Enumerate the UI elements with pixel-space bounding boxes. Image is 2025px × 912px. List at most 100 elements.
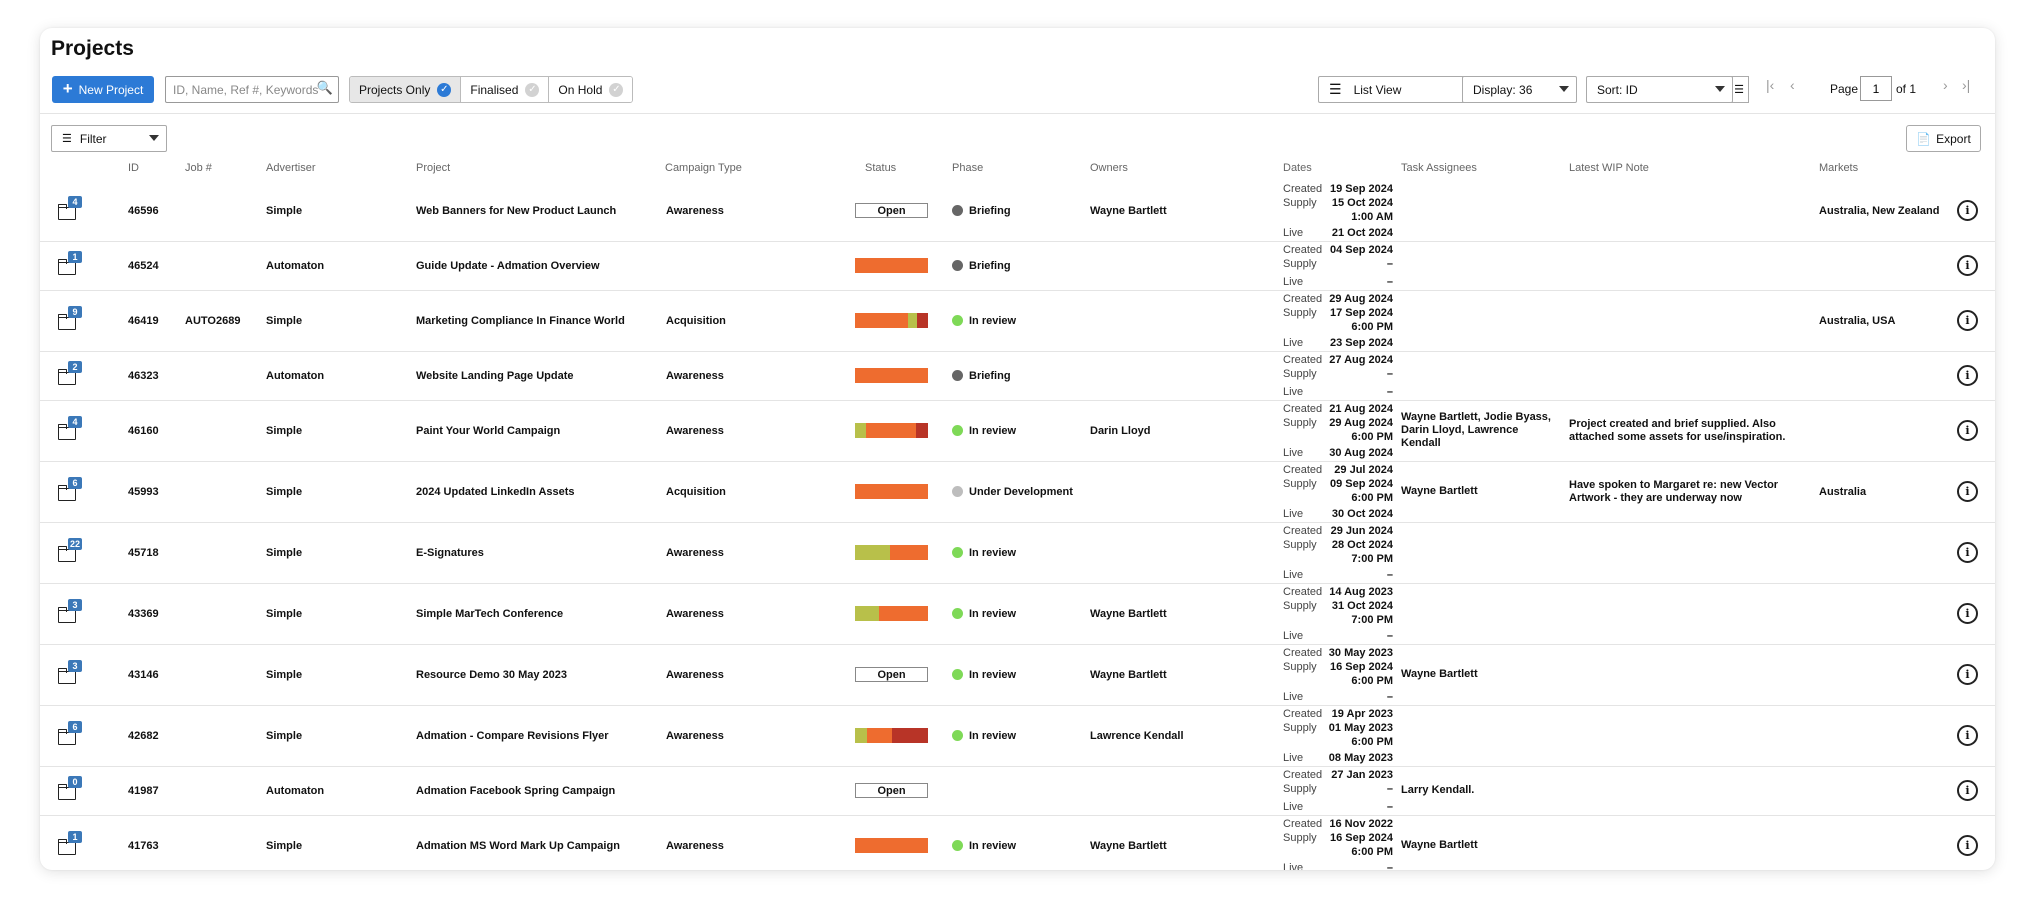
table-row[interactable]: 9 46419 AUTO2689 Simple Marketing Complianc…: [40, 290, 1995, 352]
info-icon[interactable]: i: [1957, 310, 1978, 331]
col-campaign[interactable]: Campaign Type: [665, 162, 742, 174]
info-cell[interactable]: i: [1957, 351, 1978, 400]
folder-cell[interactable]: 1: [58, 815, 82, 870]
table-row[interactable]: 6 45993 Simple 2024 Updated LinkedIn Asset…: [40, 461, 1995, 523]
table-row[interactable]: 4 46596 Simple Web Banners for New Product…: [40, 180, 1995, 242]
project-name-link[interactable]: Guide Update - Admation Overview: [416, 259, 600, 272]
info-cell[interactable]: i: [1957, 766, 1978, 815]
folder-icon[interactable]: 6: [58, 476, 82, 501]
view-select[interactable]: ☰ List View: [1318, 76, 1486, 103]
info-cell[interactable]: i: [1957, 180, 1978, 241]
folder-icon[interactable]: 6: [58, 720, 82, 745]
col-markets[interactable]: Markets: [1819, 162, 1859, 174]
folder-icon[interactable]: 4: [58, 415, 82, 440]
chip-projects-only[interactable]: Projects Only ✓: [350, 77, 462, 102]
info-icon[interactable]: i: [1957, 664, 1978, 685]
new-project-button[interactable]: + New Project: [52, 76, 154, 103]
info-cell[interactable]: i: [1957, 290, 1978, 351]
folder-icon[interactable]: 0: [58, 775, 82, 800]
next-page-icon[interactable]: ›: [1943, 77, 1948, 93]
table-row[interactable]: 22 45718 Simple E-Signatures Awareness In r…: [40, 522, 1995, 584]
col-project[interactable]: Project: [416, 162, 451, 174]
prev-page-icon[interactable]: ‹: [1790, 77, 1795, 93]
first-page-icon[interactable]: |‹: [1766, 77, 1775, 93]
search-input[interactable]: [171, 81, 323, 98]
project-name-link[interactable]: 2024 Updated LinkedIn Assets: [416, 485, 575, 498]
folder-cell[interactable]: 22: [58, 522, 83, 583]
info-cell[interactable]: i: [1957, 705, 1978, 766]
table-row[interactable]: 3 43369 Simple Simple MarTech Conference Aw…: [40, 583, 1995, 645]
sort-select[interactable]: Sort: ID: [1586, 76, 1733, 103]
last-page-icon[interactable]: ›|: [1962, 77, 1971, 93]
project-name-link[interactable]: Simple MarTech Conference: [416, 607, 564, 620]
folder-cell[interactable]: 3: [58, 644, 82, 705]
folder-icon[interactable]: 1: [58, 250, 82, 275]
folder-cell[interactable]: 4: [58, 180, 82, 241]
folder-icon[interactable]: 9: [58, 305, 82, 330]
col-advertiser[interactable]: Advertiser: [266, 162, 316, 174]
export-button[interactable]: 📄 Export: [1906, 125, 1981, 152]
filter-dropdown[interactable]: ☰ Filter: [51, 125, 167, 152]
table-row[interactable]: 4 46160 Simple Paint Your World Campaign Aw…: [40, 400, 1995, 462]
col-status[interactable]: Status: [865, 162, 897, 174]
col-phase[interactable]: Phase: [952, 162, 984, 174]
folder-icon[interactable]: 1: [58, 830, 82, 855]
info-cell[interactable]: i: [1957, 241, 1978, 290]
info-icon[interactable]: i: [1957, 835, 1978, 856]
project-name-link[interactable]: Admation Facebook Spring Campaign: [416, 784, 616, 797]
info-icon[interactable]: i: [1957, 603, 1978, 624]
folder-cell[interactable]: 6: [58, 705, 82, 766]
col-id[interactable]: ID: [128, 162, 139, 174]
project-name-link[interactable]: Website Landing Page Update: [416, 369, 574, 382]
chip-finalised[interactable]: Finalised ✓: [461, 77, 550, 102]
folder-icon[interactable]: 3: [58, 598, 82, 623]
info-icon[interactable]: i: [1957, 780, 1978, 801]
folder-cell[interactable]: 2: [58, 351, 82, 400]
info-icon[interactable]: i: [1957, 365, 1978, 386]
project-name-link[interactable]: Marketing Compliance In Finance World: [416, 314, 625, 327]
project-name-link[interactable]: E-Signatures: [416, 546, 484, 559]
info-icon[interactable]: i: [1957, 481, 1978, 502]
info-cell[interactable]: i: [1957, 583, 1978, 644]
sort-direction-icon[interactable]: ☰: [1730, 76, 1749, 103]
table-row[interactable]: 6 42682 Simple Admation - Compare Revision…: [40, 705, 1995, 767]
display-select[interactable]: Display: 36: [1462, 76, 1577, 103]
folder-cell[interactable]: 3: [58, 583, 82, 644]
search-icon[interactable]: 🔍: [316, 80, 333, 95]
info-cell[interactable]: i: [1957, 815, 1978, 870]
project-name-link[interactable]: Admation - Compare Revisions Flyer: [416, 729, 609, 742]
table-row[interactable]: 0 41987 Automaton Admation Facebook Spring…: [40, 766, 1995, 816]
table-row[interactable]: 2 46323 Automaton Website Landing Page Upd…: [40, 351, 1995, 401]
table-row[interactable]: 1 46524 Automaton Guide Update - Admation …: [40, 241, 1995, 291]
table-row[interactable]: 1 41763 Simple Admation MS Word Mark Up Ca…: [40, 815, 1995, 870]
folder-cell[interactable]: 9: [58, 290, 82, 351]
page-number-input[interactable]: [1860, 76, 1892, 101]
folder-cell[interactable]: 0: [58, 766, 82, 815]
info-cell[interactable]: i: [1957, 522, 1978, 583]
folder-icon[interactable]: 4: [58, 195, 82, 220]
folder-cell[interactable]: 4: [58, 400, 82, 461]
info-icon[interactable]: i: [1957, 542, 1978, 563]
project-name-link[interactable]: Web Banners for New Product Launch: [416, 204, 617, 217]
info-icon[interactable]: i: [1957, 725, 1978, 746]
info-cell[interactable]: i: [1957, 400, 1978, 461]
col-job[interactable]: Job #: [185, 162, 212, 174]
col-tasks[interactable]: Task Assignees: [1401, 162, 1477, 174]
table-row[interactable]: 3 43146 Simple Resource Demo 30 May 2023 Aw…: [40, 644, 1995, 706]
info-icon[interactable]: i: [1957, 255, 1978, 276]
project-name-link[interactable]: Paint Your World Campaign: [416, 424, 561, 437]
col-dates[interactable]: Dates: [1283, 162, 1312, 174]
col-owners[interactable]: Owners: [1090, 162, 1128, 174]
folder-icon[interactable]: 3: [58, 659, 82, 684]
folder-cell[interactable]: 6: [58, 461, 82, 522]
folder-icon[interactable]: 22: [58, 537, 83, 562]
chip-on-hold[interactable]: On Hold ✓: [549, 77, 633, 102]
info-cell[interactable]: i: [1957, 644, 1978, 705]
info-icon[interactable]: i: [1957, 420, 1978, 441]
info-cell[interactable]: i: [1957, 461, 1978, 522]
project-name-link[interactable]: Resource Demo 30 May 2023: [416, 668, 568, 681]
project-name-link[interactable]: Admation MS Word Mark Up Campaign: [416, 839, 620, 852]
col-wip[interactable]: Latest WIP Note: [1569, 162, 1649, 174]
info-icon[interactable]: i: [1957, 200, 1978, 221]
folder-cell[interactable]: 1: [58, 241, 82, 290]
